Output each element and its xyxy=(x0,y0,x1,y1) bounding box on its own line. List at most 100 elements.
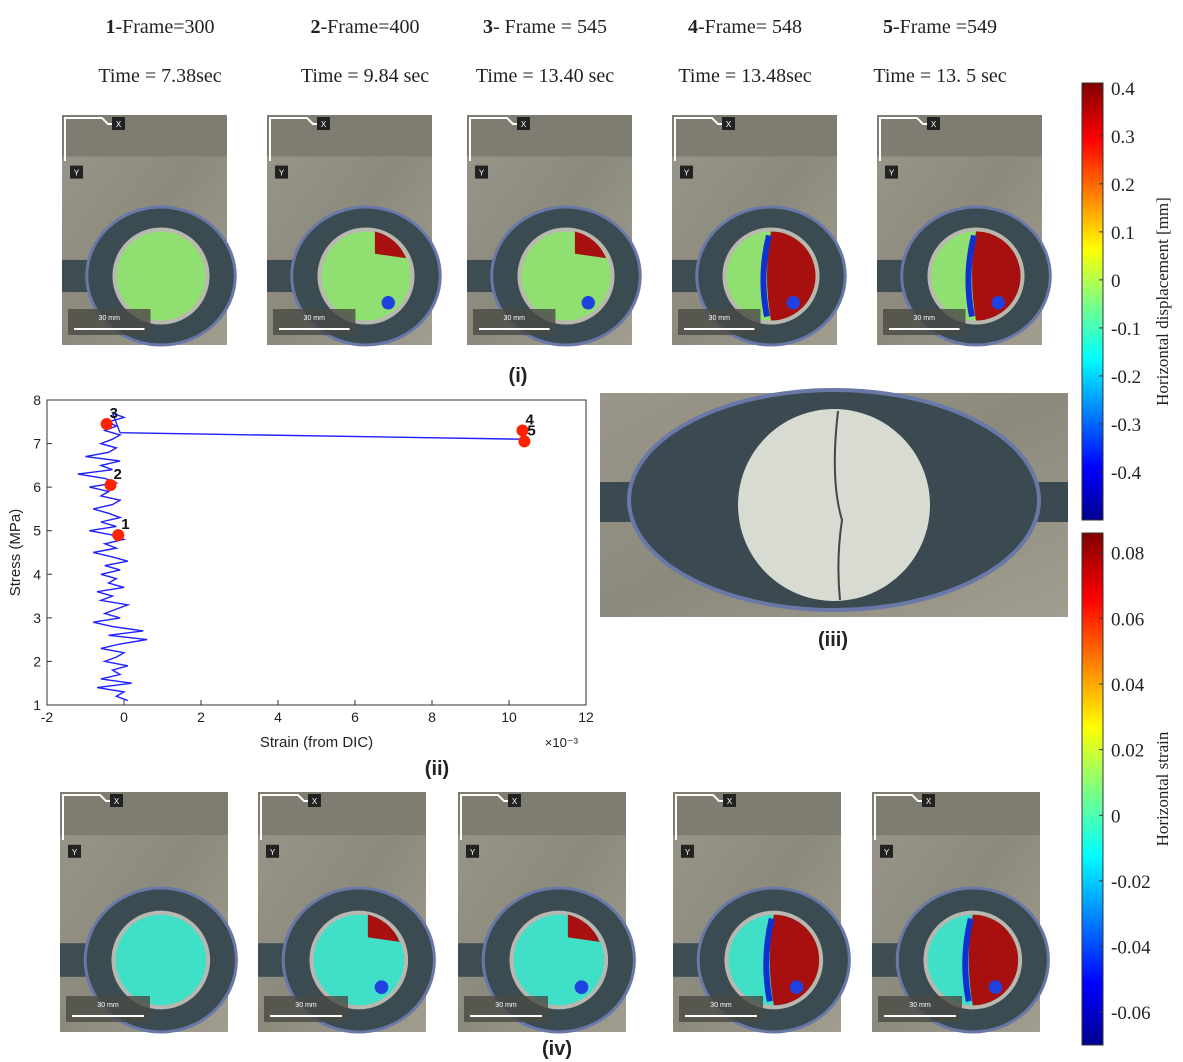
scale-box xyxy=(68,309,151,335)
y-tick-label: 3 xyxy=(33,610,41,626)
x-tick-label: 12 xyxy=(578,709,594,725)
specimen-field xyxy=(115,915,206,1006)
specimen-photo xyxy=(600,390,1068,617)
scale-label: 30 mm xyxy=(495,1002,517,1009)
frame-text: -Frame=400 xyxy=(320,16,419,38)
blue-spot xyxy=(382,296,395,309)
specimen xyxy=(738,409,930,601)
colorbar-tick-label: -0.1 xyxy=(1111,319,1141,340)
frame-point-label: 2 xyxy=(114,466,122,483)
x-tick-label: 2 xyxy=(197,709,205,725)
colorbar-tick-label: 0.08 xyxy=(1111,544,1144,565)
frame-number: 5 xyxy=(883,16,893,38)
photo-top-plate xyxy=(672,115,837,156)
scale-label: 30 mm xyxy=(710,1002,732,1009)
x-label: X xyxy=(926,797,932,806)
frame-text: -Frame=300 xyxy=(115,16,214,38)
photo-top-plate xyxy=(267,115,432,156)
x-tick-label: 0 xyxy=(120,709,128,725)
y-label: Y xyxy=(74,169,80,178)
colorbar-tick-label: 0.4 xyxy=(1111,79,1135,100)
frame-time: Time = 13.48sec xyxy=(678,65,811,87)
dic-photo: XY30 mm xyxy=(673,792,849,1032)
frame-header: 5-Frame =549 xyxy=(883,16,997,38)
y-label: Y xyxy=(884,848,890,857)
colorbar xyxy=(1082,83,1103,520)
x-label: X xyxy=(116,120,122,129)
scale-label: 30 mm xyxy=(97,1002,119,1009)
scale-label: 30 mm xyxy=(304,315,326,322)
scale-box xyxy=(464,996,548,1022)
figure: 1-Frame=300Time = 7.38sec2-Frame=400Time… xyxy=(0,0,1183,1062)
colorbar-tick-label: -0.2 xyxy=(1111,367,1141,388)
frame-time: Time = 7.38sec xyxy=(98,65,221,87)
frame-text: -Frame =549 xyxy=(893,16,997,38)
colorbar-tick-label: -0.06 xyxy=(1111,1003,1151,1024)
scale-label: 30 mm xyxy=(504,315,526,322)
colorbar-tick-label: 0.02 xyxy=(1111,741,1144,762)
scale-box xyxy=(273,309,356,335)
x-label: X xyxy=(521,120,527,129)
y-tick-label: 1 xyxy=(33,697,41,713)
colorbar xyxy=(1082,533,1103,1045)
dic-photo: X Y 30 mm xyxy=(467,115,640,345)
colorbar-tick-label: 0.04 xyxy=(1111,675,1145,696)
y-label: Y xyxy=(479,169,485,178)
x-axis-label: Strain (from DIC) xyxy=(260,734,373,751)
x-tick-label: 4 xyxy=(274,709,282,725)
colorbar-tick-label: 0 xyxy=(1111,271,1121,292)
photo-top-plate xyxy=(872,792,1040,835)
scale-label: 30 mm xyxy=(909,1002,931,1009)
scale-label: 30 mm xyxy=(709,315,731,322)
x-label: X xyxy=(114,797,120,806)
scale-box xyxy=(883,309,966,335)
photo-top-plate xyxy=(877,115,1042,156)
frame-time: Time = 13.40 sec xyxy=(476,65,614,87)
frame-number: 4 xyxy=(688,16,698,38)
blue-spot xyxy=(575,980,589,994)
frame-time: Time = 13. 5 sec xyxy=(873,65,1006,87)
frame-header: 4-Frame= 548 xyxy=(688,16,802,38)
plot-area xyxy=(47,400,586,705)
colorbar-tick-label: 0.3 xyxy=(1111,127,1135,148)
x-label: X xyxy=(512,797,518,806)
colorbar-tick-label: -0.3 xyxy=(1111,415,1141,436)
blue-spot xyxy=(989,980,1003,994)
blue-spot xyxy=(582,296,595,309)
frame-time: Time = 9.84 sec xyxy=(301,65,429,87)
y-tick-label: 7 xyxy=(33,436,41,452)
scale-label: 30 mm xyxy=(99,315,121,322)
y-label: Y xyxy=(72,848,78,857)
dic-photo: XY30 mm xyxy=(672,115,845,345)
scale-box xyxy=(678,309,761,335)
frame-header: 2-Frame=400 xyxy=(310,16,419,38)
photo-top-plate xyxy=(60,792,228,835)
y-label: Y xyxy=(270,848,276,857)
colorbar-tick-label: 0 xyxy=(1111,806,1121,827)
x-tick-label: 6 xyxy=(351,709,359,725)
x-label: X xyxy=(321,120,327,129)
frame-number: 3 xyxy=(483,16,493,38)
colorbar-label: Horizontal strain xyxy=(1153,731,1172,846)
dic-photo: XY30 mm xyxy=(267,115,440,345)
photo-top-plate xyxy=(467,115,632,156)
panel-label: (iv) xyxy=(542,1038,572,1060)
dic-photo: X Y 30 mm xyxy=(60,792,236,1032)
blue-spot xyxy=(375,980,389,994)
panel-label: (ii) xyxy=(425,758,449,780)
colorbar-tick-label: 0.2 xyxy=(1111,175,1135,196)
scale-label: 30 mm xyxy=(914,315,936,322)
x-label: X xyxy=(726,120,732,129)
y-label: Y xyxy=(889,169,895,178)
frame-point-label: 1 xyxy=(121,516,129,533)
dic-photo: XY30 mm xyxy=(258,792,434,1032)
y-tick-label: 6 xyxy=(33,479,41,495)
x-label: X xyxy=(312,797,318,806)
scale-box xyxy=(66,996,150,1022)
y-axis-label: Stress (MPa) xyxy=(7,509,24,597)
frame-point-label: 3 xyxy=(110,405,118,422)
colorbar-tick-label: 0.1 xyxy=(1111,223,1135,244)
panel-label: (i) xyxy=(509,365,528,387)
colorbar-tick-label: -0.4 xyxy=(1111,463,1142,484)
